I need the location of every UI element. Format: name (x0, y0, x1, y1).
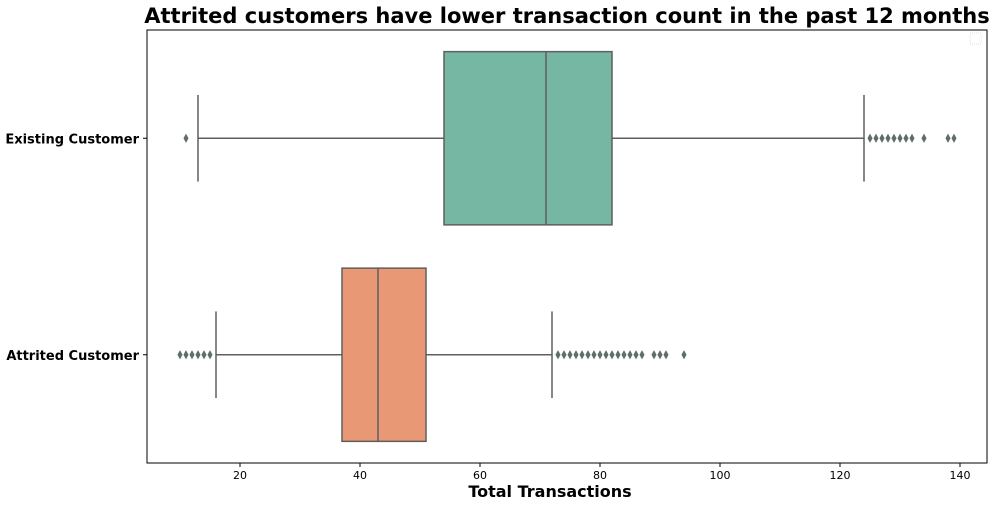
existing-customer-outlier (903, 133, 909, 143)
existing-customer-outlier (885, 133, 891, 143)
empty-legend (969, 32, 982, 45)
category-label-existing-customer: Existing Customer (5, 132, 139, 147)
x-tick-label: 60 (473, 469, 487, 482)
existing-customer-outlier (945, 133, 951, 143)
x-axis-ticks: 20 40 60 80 100 120 140 (233, 463, 971, 482)
attrited-customer-outlier (597, 350, 603, 360)
attrited-customer-outlier (561, 350, 567, 360)
existing-customer-outlier (909, 133, 915, 143)
attrited-customer-outlier (201, 350, 207, 360)
plot-area (146, 29, 988, 464)
plot-frame (146, 29, 988, 464)
existing-customer-outlier (951, 133, 957, 143)
existing-customer-box (443, 50, 613, 226)
attrited-customer-outlier (189, 350, 195, 360)
attrited-customer-outlier (585, 350, 591, 360)
attrited-customer-outlier (573, 350, 579, 360)
attrited-customer-outlier (633, 350, 639, 360)
attrited-customer-outlier (183, 350, 189, 360)
existing-customer-outlier (897, 133, 903, 143)
x-tick-label: 40 (353, 469, 367, 482)
attrited-customer-outlier (621, 350, 627, 360)
existing-customer-outlier (891, 133, 897, 143)
x-tick-label: 100 (710, 469, 731, 482)
attrited-customer-outlier (207, 350, 213, 360)
attrited-customer-outlier (651, 350, 657, 360)
existing-customer-outlier (867, 133, 873, 143)
attrited-customer-outlier (657, 350, 663, 360)
existing-customer-outlier (183, 133, 189, 143)
attrited-customer-outlier (627, 350, 633, 360)
attrited-customer-outlier (663, 350, 669, 360)
attrited-customer-outlier (615, 350, 621, 360)
attrited-customer-outlier (177, 350, 183, 360)
attrited-customer-outlier (639, 350, 645, 360)
attrited-customer-outlier (195, 350, 201, 360)
existing-customer-outlier (873, 133, 879, 143)
existing-customer-outlier (879, 133, 885, 143)
attrited-customer-outlier (591, 350, 597, 360)
attrited-customer-outlier (555, 350, 561, 360)
x-tick-label: 140 (950, 469, 971, 482)
y-axis-categories: Existing Customer Attrited Customer (5, 132, 147, 364)
attrited-customer-outlier (681, 350, 687, 360)
x-axis-label: Total Transactions (468, 482, 631, 501)
attrited-customer-outlier (567, 350, 573, 360)
attrited-customer-outlier (603, 350, 609, 360)
x-tick-label: 20 (233, 469, 247, 482)
attrited-customer-box (341, 267, 427, 443)
x-tick-label: 80 (593, 469, 607, 482)
category-label-attrited-customer: Attrited Customer (6, 349, 139, 364)
x-tick-label: 120 (830, 469, 851, 482)
existing-customer-outlier (921, 133, 927, 143)
chart-title: Attrited customers have lower transactio… (144, 4, 990, 28)
attrited-customer-outlier (579, 350, 585, 360)
attrited-customer-outlier (609, 350, 615, 360)
